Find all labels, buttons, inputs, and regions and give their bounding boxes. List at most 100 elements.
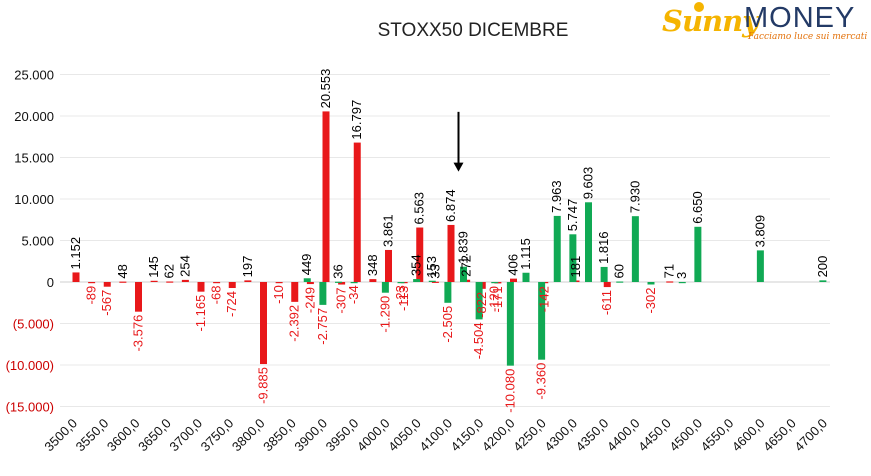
x-tick-label: 3850,0: [260, 416, 299, 455]
bar: [260, 282, 267, 365]
bar: [694, 226, 702, 282]
bar: [150, 280, 158, 282]
x-axis-tick-labels: 3500,03550,03600,03650,03700,03750,03800…: [41, 416, 830, 455]
x-tick-label: 4500,0: [666, 416, 705, 455]
bar: [631, 216, 639, 282]
bar-data-label: -34: [346, 285, 361, 304]
bar: [353, 142, 361, 282]
bar-data-label: 1.816: [596, 231, 611, 264]
bar: [431, 281, 439, 283]
bar: [666, 281, 674, 283]
bar-data-label: 36: [331, 264, 346, 278]
bar-data-label: -1.290: [377, 296, 392, 333]
bar: [244, 280, 252, 282]
bar: [103, 282, 111, 287]
annotation-arrow: [453, 111, 464, 172]
bar-data-label: -4.504: [471, 322, 486, 359]
bar: [475, 282, 483, 320]
bar: [603, 282, 611, 288]
x-tick-label: 4100,0: [416, 416, 455, 455]
x-tick-label: 3550,0: [73, 416, 112, 455]
bar-data-label: 3: [674, 272, 689, 279]
bar-data-label: 197: [240, 256, 255, 278]
x-tick-label: 4050,0: [385, 416, 424, 455]
x-tick-label: 3900,0: [291, 416, 330, 455]
bar: [88, 282, 96, 284]
bar: [213, 282, 221, 284]
x-tick-label: 4250,0: [510, 416, 549, 455]
bar: [506, 282, 514, 366]
bar: [197, 282, 205, 292]
bar-data-label: -567: [99, 290, 114, 316]
bar: [428, 280, 436, 282]
bar: [135, 282, 142, 312]
x-tick-label: 4450,0: [635, 416, 674, 455]
bar-data-label: 20.553: [318, 69, 333, 109]
bar: [416, 227, 424, 282]
x-tick-label: 3800,0: [229, 416, 268, 455]
bar-data-label: 153: [424, 256, 439, 278]
x-tick-label: 4600,0: [729, 416, 768, 455]
bar-data-label: 6.650: [690, 191, 705, 224]
bar-data-label: -3.576: [131, 315, 146, 352]
bar: [319, 282, 327, 305]
bar: [447, 224, 455, 282]
bar: [616, 281, 624, 283]
sun-icon: [694, 2, 704, 12]
y-tick-label: (10.000): [6, 358, 54, 373]
gridlines: [60, 74, 830, 407]
bar-data-label: -307: [334, 288, 349, 314]
x-tick-label: 4150,0: [448, 416, 487, 455]
x-tick-label: 3650,0: [135, 416, 174, 455]
bar: [444, 282, 452, 303]
bar: [369, 279, 377, 282]
x-tick-label: 4400,0: [604, 416, 643, 455]
bar-data-label: 1.152: [68, 237, 83, 270]
bar-data-label: 16.797: [349, 100, 364, 140]
bars: [72, 111, 827, 366]
bar-data-label: -113: [396, 286, 411, 311]
x-tick-label: 4350,0: [573, 416, 612, 455]
bar: [460, 266, 467, 282]
arrow-head: [453, 162, 464, 172]
sunny-money-logo: Sunny MONEY Facciamo luce sui mercati: [660, 2, 868, 46]
bar: [397, 282, 405, 284]
bar-data-label: -611: [599, 290, 614, 315]
bar: [678, 281, 686, 284]
bar: [306, 282, 314, 285]
bar: [522, 272, 530, 282]
bar-data-label: -1.165: [193, 295, 208, 332]
bar-data-label: -89: [84, 286, 99, 305]
bar-data-label: 7.930: [627, 181, 642, 214]
bar-data-label: -2.757: [315, 308, 330, 345]
bar-data-label: -142: [537, 286, 552, 312]
x-tick-label: 4300,0: [541, 416, 580, 455]
bar-data-label: -9.885: [256, 367, 271, 404]
bar-data-label: 181: [568, 256, 583, 278]
bar: [385, 249, 392, 282]
bar: [166, 281, 174, 283]
bar-data-label: 6.874: [443, 189, 458, 222]
bar: [335, 281, 342, 283]
bar-data-label: 60: [612, 264, 627, 278]
x-tick-label: 4650,0: [760, 416, 799, 455]
bar: [569, 234, 577, 282]
bar-data-label: -249: [302, 287, 317, 313]
bar-data-label: 9.603: [581, 167, 596, 200]
bar-data-label: 254: [177, 255, 192, 277]
bar-data-label: 71: [662, 264, 677, 278]
bar-data-label: -724: [224, 291, 239, 317]
y-tick-label: 15.000: [14, 151, 54, 166]
bar-data-label: 1.839: [456, 231, 471, 264]
bar: [381, 282, 389, 293]
bar: [350, 282, 358, 284]
y-tick-label: 20.000: [14, 109, 54, 124]
bar-data-label: -68: [209, 286, 224, 305]
bar-data-label: 3.861: [381, 214, 396, 247]
bar: [119, 281, 127, 283]
bar-data-label: -9.360: [534, 363, 549, 400]
x-tick-label: 3500,0: [41, 416, 80, 455]
logo-tagline: Facciamo luce sui mercati: [748, 32, 868, 42]
bar-data-label: -10.080: [502, 369, 517, 413]
